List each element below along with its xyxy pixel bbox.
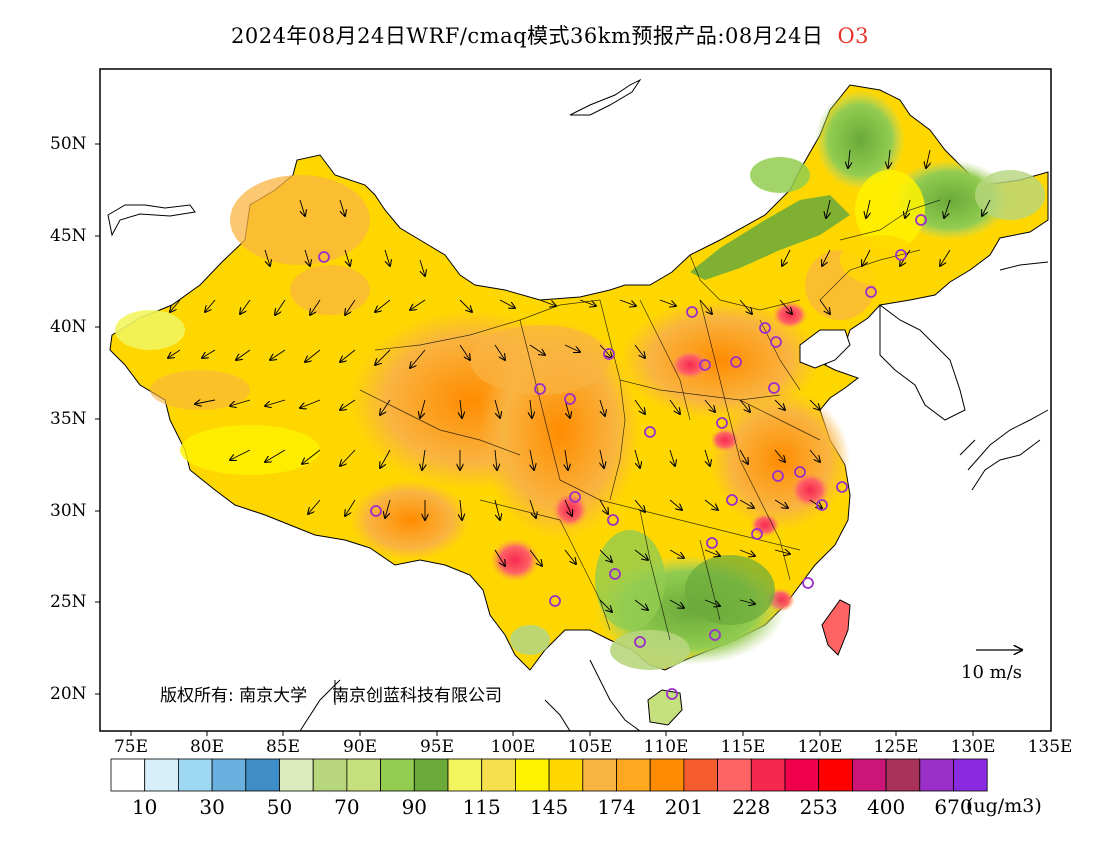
colorbar-label: 145: [530, 795, 569, 819]
colorbar-label: 228: [732, 795, 771, 819]
colorbar-swatch: [245, 758, 280, 792]
y-label-25n: 25N: [50, 592, 87, 612]
colorbar-label: 253: [799, 795, 838, 819]
y-label-40n: 40N: [50, 317, 87, 337]
y-label-35n: 35N: [50, 409, 87, 429]
bohai-sea: [799, 329, 851, 369]
y-label-45n: 45N: [50, 226, 87, 246]
colorbar-label: 400: [867, 795, 906, 819]
wind-vectors: [168, 149, 991, 612]
colorbar-swatch: [852, 758, 887, 792]
colorbar-swatch: [717, 758, 752, 792]
colorbar-swatch: [312, 758, 348, 792]
x-label-115e: 115E: [720, 737, 766, 757]
colorbar-label: 70: [334, 795, 360, 819]
copyright-left: 版权所有: 南京大学: [160, 686, 308, 706]
colorbar-swatch: [110, 758, 146, 792]
sakhalin-outline: [999, 261, 1049, 271]
y-label-30n: 30N: [50, 501, 87, 521]
colorbar: [110, 758, 988, 792]
colorbar-swatch: [582, 758, 617, 792]
x-label-100e: 100E: [490, 737, 536, 757]
colorbar-swatch: [548, 758, 584, 792]
colorbar-swatch: [784, 758, 820, 792]
colorbar-swatch: [919, 758, 954, 792]
colorbar-swatch: [211, 758, 247, 792]
colorbar-swatch: [144, 758, 179, 792]
x-label-120e: 120E: [797, 737, 843, 757]
colorbar-swatch: [177, 758, 213, 792]
colorbar-swatch: [953, 758, 988, 792]
x-label-75e: 75E: [113, 737, 149, 757]
colorbar-swatch: [481, 758, 516, 792]
colorbar-label: 201: [664, 795, 703, 819]
y-label-20n: 20N: [50, 684, 87, 704]
x-label-80e: 80E: [189, 737, 225, 757]
colorbar-swatch: [885, 758, 921, 792]
colorbar-label: 90: [401, 795, 428, 819]
city-stations: [318, 214, 927, 700]
korea-outline: [879, 304, 966, 421]
title-main: 2024年08月24日WRF/cmaq模式36km预报产品:08月24日: [230, 24, 824, 48]
wind-reference-label: 10 m/s: [961, 662, 1022, 683]
colorbar-swatch: [649, 758, 685, 792]
colorbar-swatch: [683, 758, 719, 792]
copyright-right: 南京创蓝科技有限公司: [331, 686, 502, 706]
x-label-105e: 105E: [567, 737, 613, 757]
x-label-130e: 130E: [950, 737, 996, 757]
balkhash-lake: [107, 204, 196, 237]
taiwan-island: [821, 599, 851, 656]
x-label-95e: 95E: [419, 737, 455, 757]
colorbar-label: 115: [462, 795, 501, 819]
colorbar-swatch: [447, 758, 483, 792]
colorbar-swatch: [616, 758, 651, 792]
colorbar-label: 50: [266, 795, 293, 819]
x-label-125e: 125E: [873, 737, 919, 757]
baikal-lake: [569, 78, 642, 116]
colorbar-swatch: [818, 758, 853, 792]
japan-outline: [959, 409, 1049, 491]
y-label-50n: 50N: [50, 134, 87, 154]
colorbar-label: 670: [934, 795, 973, 819]
colorbar-swatch: [750, 758, 786, 792]
colorbar-label: 174: [597, 795, 636, 819]
colorbar-swatch: [346, 758, 381, 792]
pollutant-label: O3: [837, 24, 870, 48]
colorbar-label: 30: [199, 795, 225, 819]
colorbar-swatch: [380, 758, 415, 792]
colorbar-label: 10: [131, 795, 158, 819]
x-label-135e: 135E: [1027, 737, 1073, 757]
map-title: 2024年08月24日WRF/cmaq模式36km预报产品:08月24日 O3: [0, 20, 1100, 50]
sea-coastline: [299, 659, 641, 731]
colorbar-unit: (ug/m3): [966, 795, 1042, 817]
colorbar-swatch: [515, 758, 550, 792]
copyright-text: 版权所有: 南京大学 南京创蓝科技有限公司: [160, 681, 502, 706]
x-label-85e: 85E: [265, 737, 301, 757]
x-label-90e: 90E: [342, 737, 378, 757]
colorbar-swatch: [413, 758, 449, 792]
colorbar-swatch: [279, 758, 314, 792]
x-label-110e: 110E: [643, 737, 689, 757]
